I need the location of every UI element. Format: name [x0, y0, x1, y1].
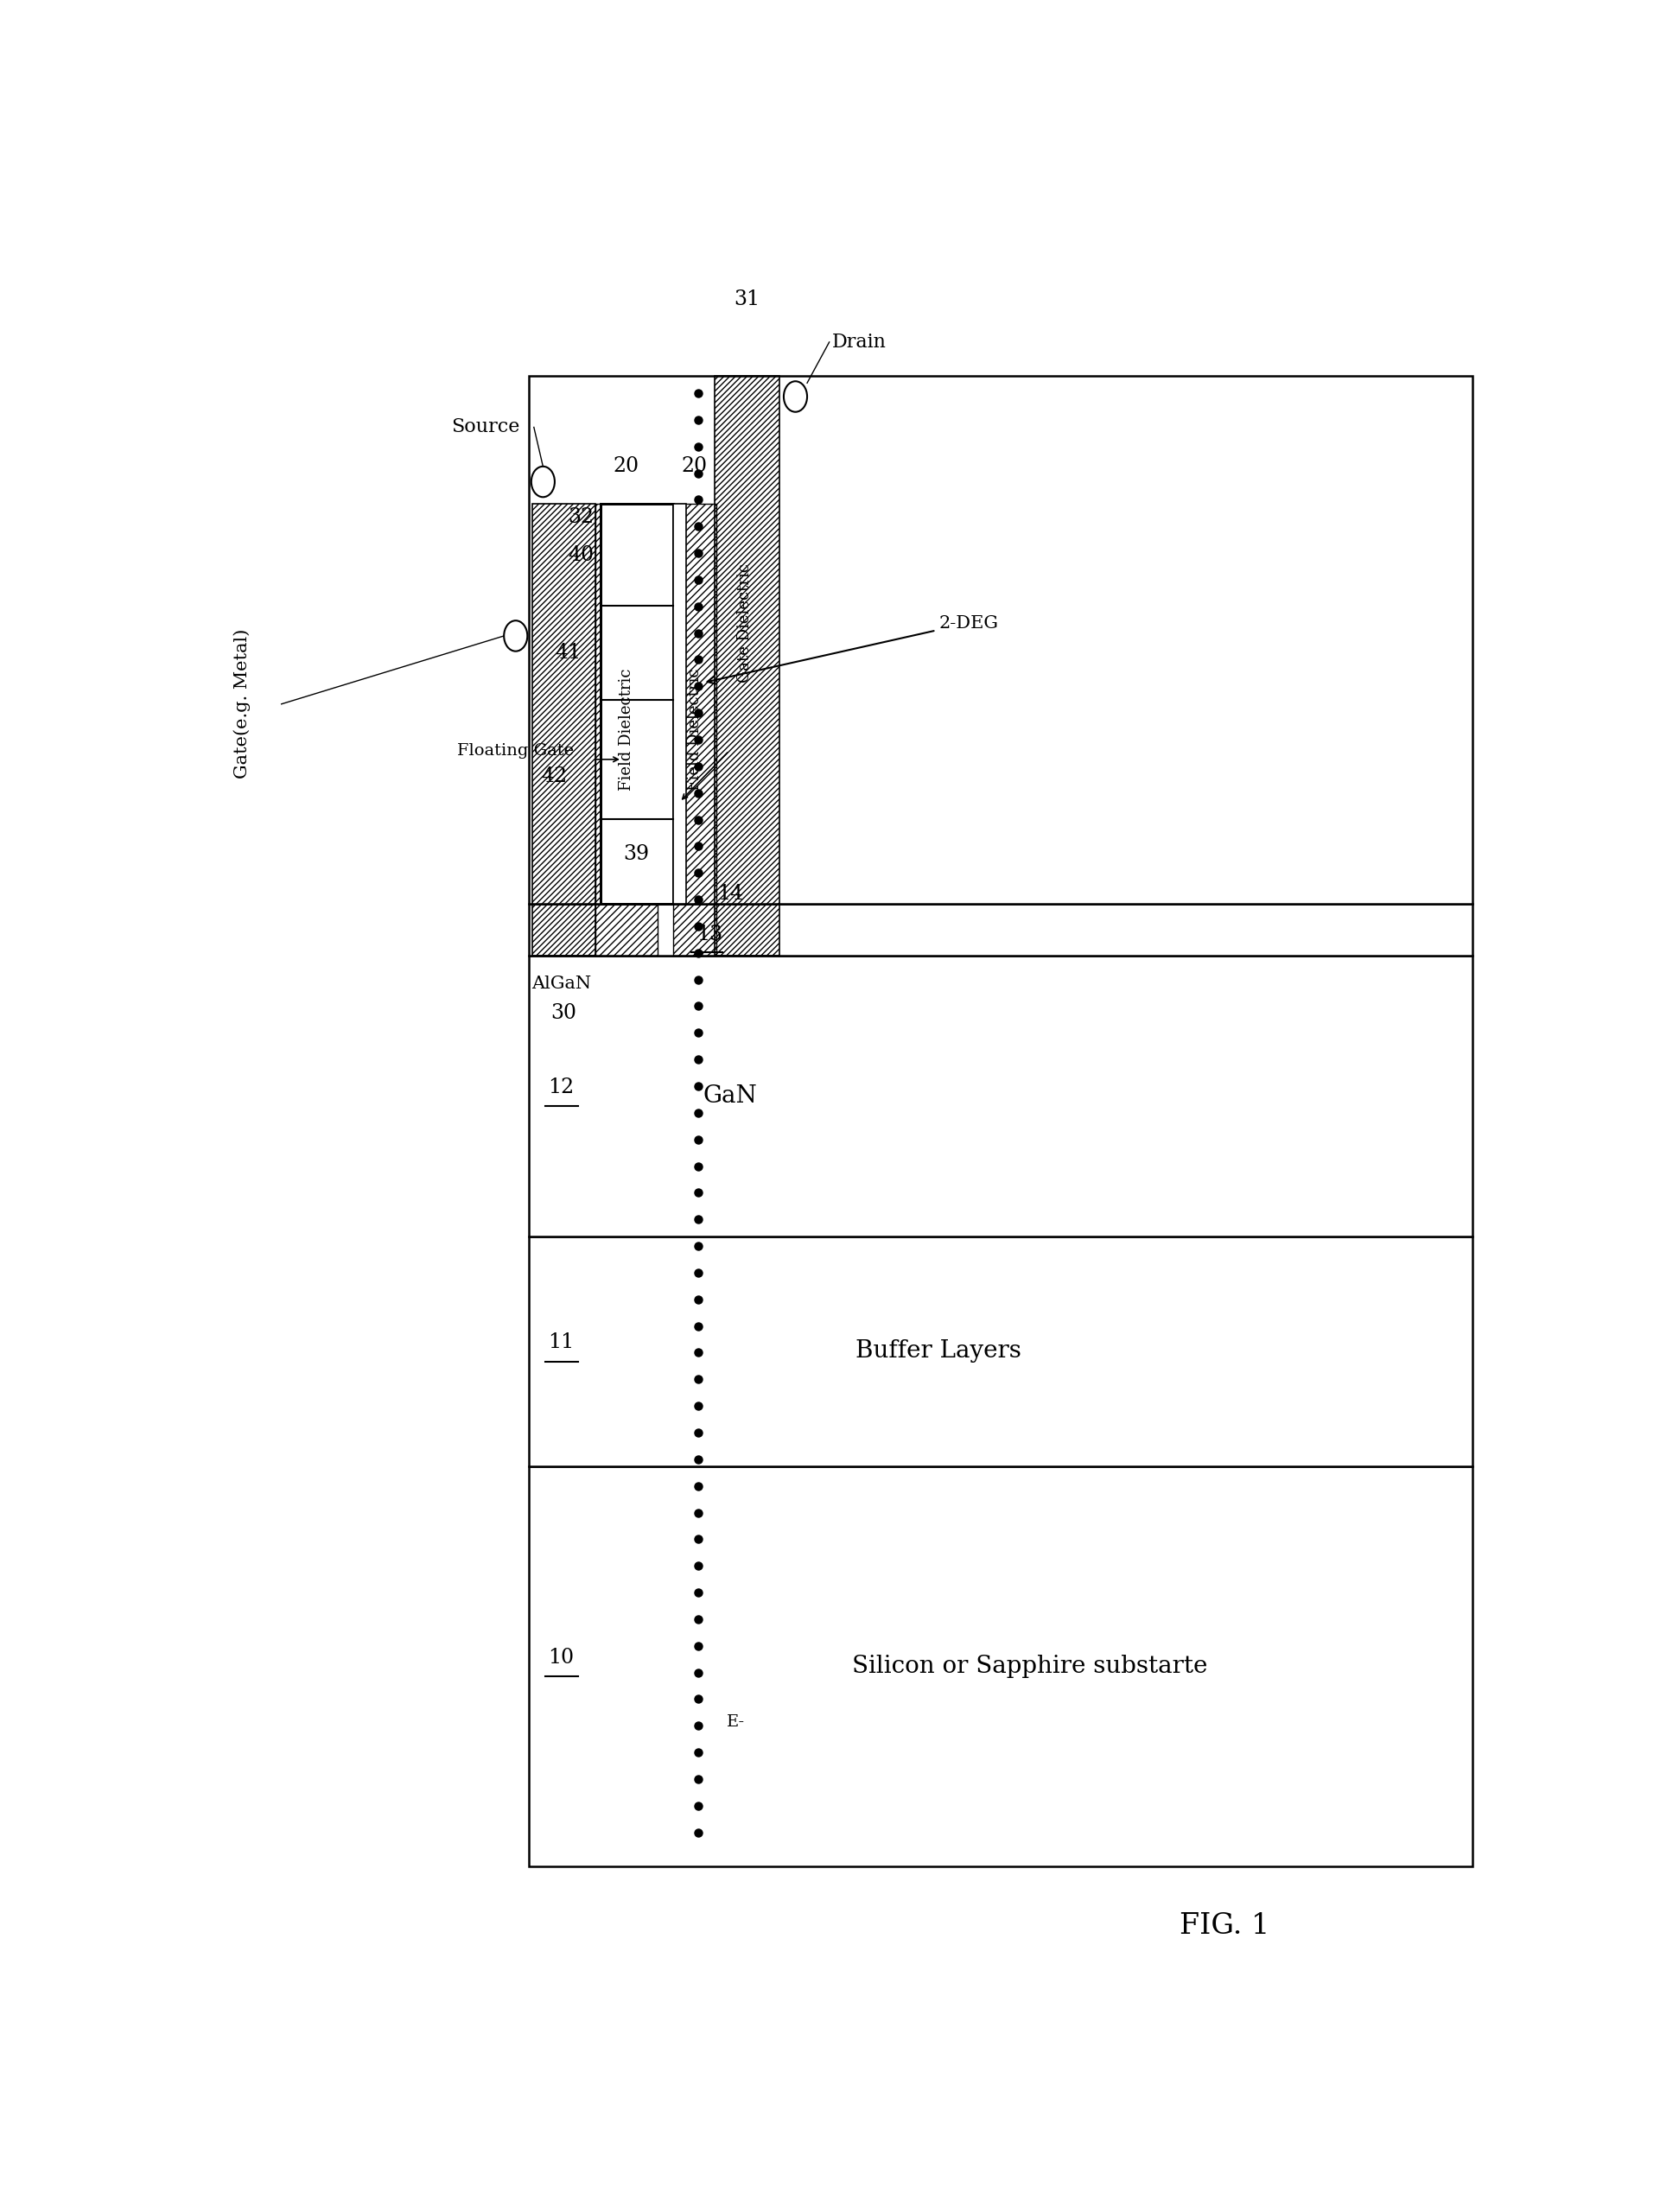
Bar: [529, 1237, 1472, 1467]
Text: 12: 12: [547, 1077, 574, 1097]
Circle shape: [504, 622, 527, 650]
Bar: [601, 699, 673, 818]
Bar: [673, 504, 715, 956]
Text: 11: 11: [547, 1334, 574, 1354]
Text: Drain: Drain: [831, 332, 887, 352]
Text: 39: 39: [623, 845, 650, 865]
Text: FIG. 1: FIG. 1: [1180, 1911, 1269, 1940]
Bar: [601, 606, 673, 699]
Text: 2-DEG: 2-DEG: [707, 615, 999, 684]
Bar: [529, 905, 1472, 956]
Bar: [601, 504, 673, 606]
Text: E-: E-: [727, 1714, 745, 1730]
Text: 30: 30: [551, 1002, 578, 1022]
Bar: [529, 1467, 1472, 1867]
Text: Gate Dielectric: Gate Dielectric: [737, 564, 752, 684]
Text: Source: Source: [452, 418, 519, 436]
Bar: [601, 818, 673, 905]
Text: 31: 31: [734, 290, 761, 310]
Text: Field Dielectric: Field Dielectric: [618, 668, 635, 790]
Text: 42: 42: [542, 768, 568, 785]
Text: Gate(e.g. Metal): Gate(e.g. Metal): [233, 628, 250, 779]
Bar: [529, 376, 1472, 905]
Text: Silicon or Sapphire substarte: Silicon or Sapphire substarte: [851, 1655, 1207, 1679]
Circle shape: [531, 467, 554, 498]
Bar: [601, 504, 673, 905]
Text: AlGaN: AlGaN: [531, 975, 591, 993]
Bar: [673, 504, 687, 905]
Text: 13: 13: [697, 925, 722, 945]
Text: Floating Gate: Floating Gate: [457, 743, 574, 759]
Text: 10: 10: [547, 1648, 574, 1668]
Text: 20: 20: [682, 456, 707, 476]
Text: 14: 14: [717, 885, 744, 902]
Circle shape: [784, 380, 808, 411]
Bar: [715, 376, 779, 956]
Text: Buffer Layers: Buffer Layers: [856, 1340, 1021, 1363]
Bar: [594, 504, 658, 956]
Text: 20: 20: [613, 456, 640, 476]
Text: Field Dielectric: Field Dielectric: [687, 668, 702, 790]
Bar: [601, 504, 673, 905]
Bar: [532, 504, 594, 956]
Text: 40: 40: [568, 544, 594, 564]
Text: 41: 41: [554, 644, 581, 664]
Text: 32: 32: [568, 507, 594, 526]
Bar: [529, 956, 1472, 1237]
Text: GaN: GaN: [704, 1084, 757, 1108]
